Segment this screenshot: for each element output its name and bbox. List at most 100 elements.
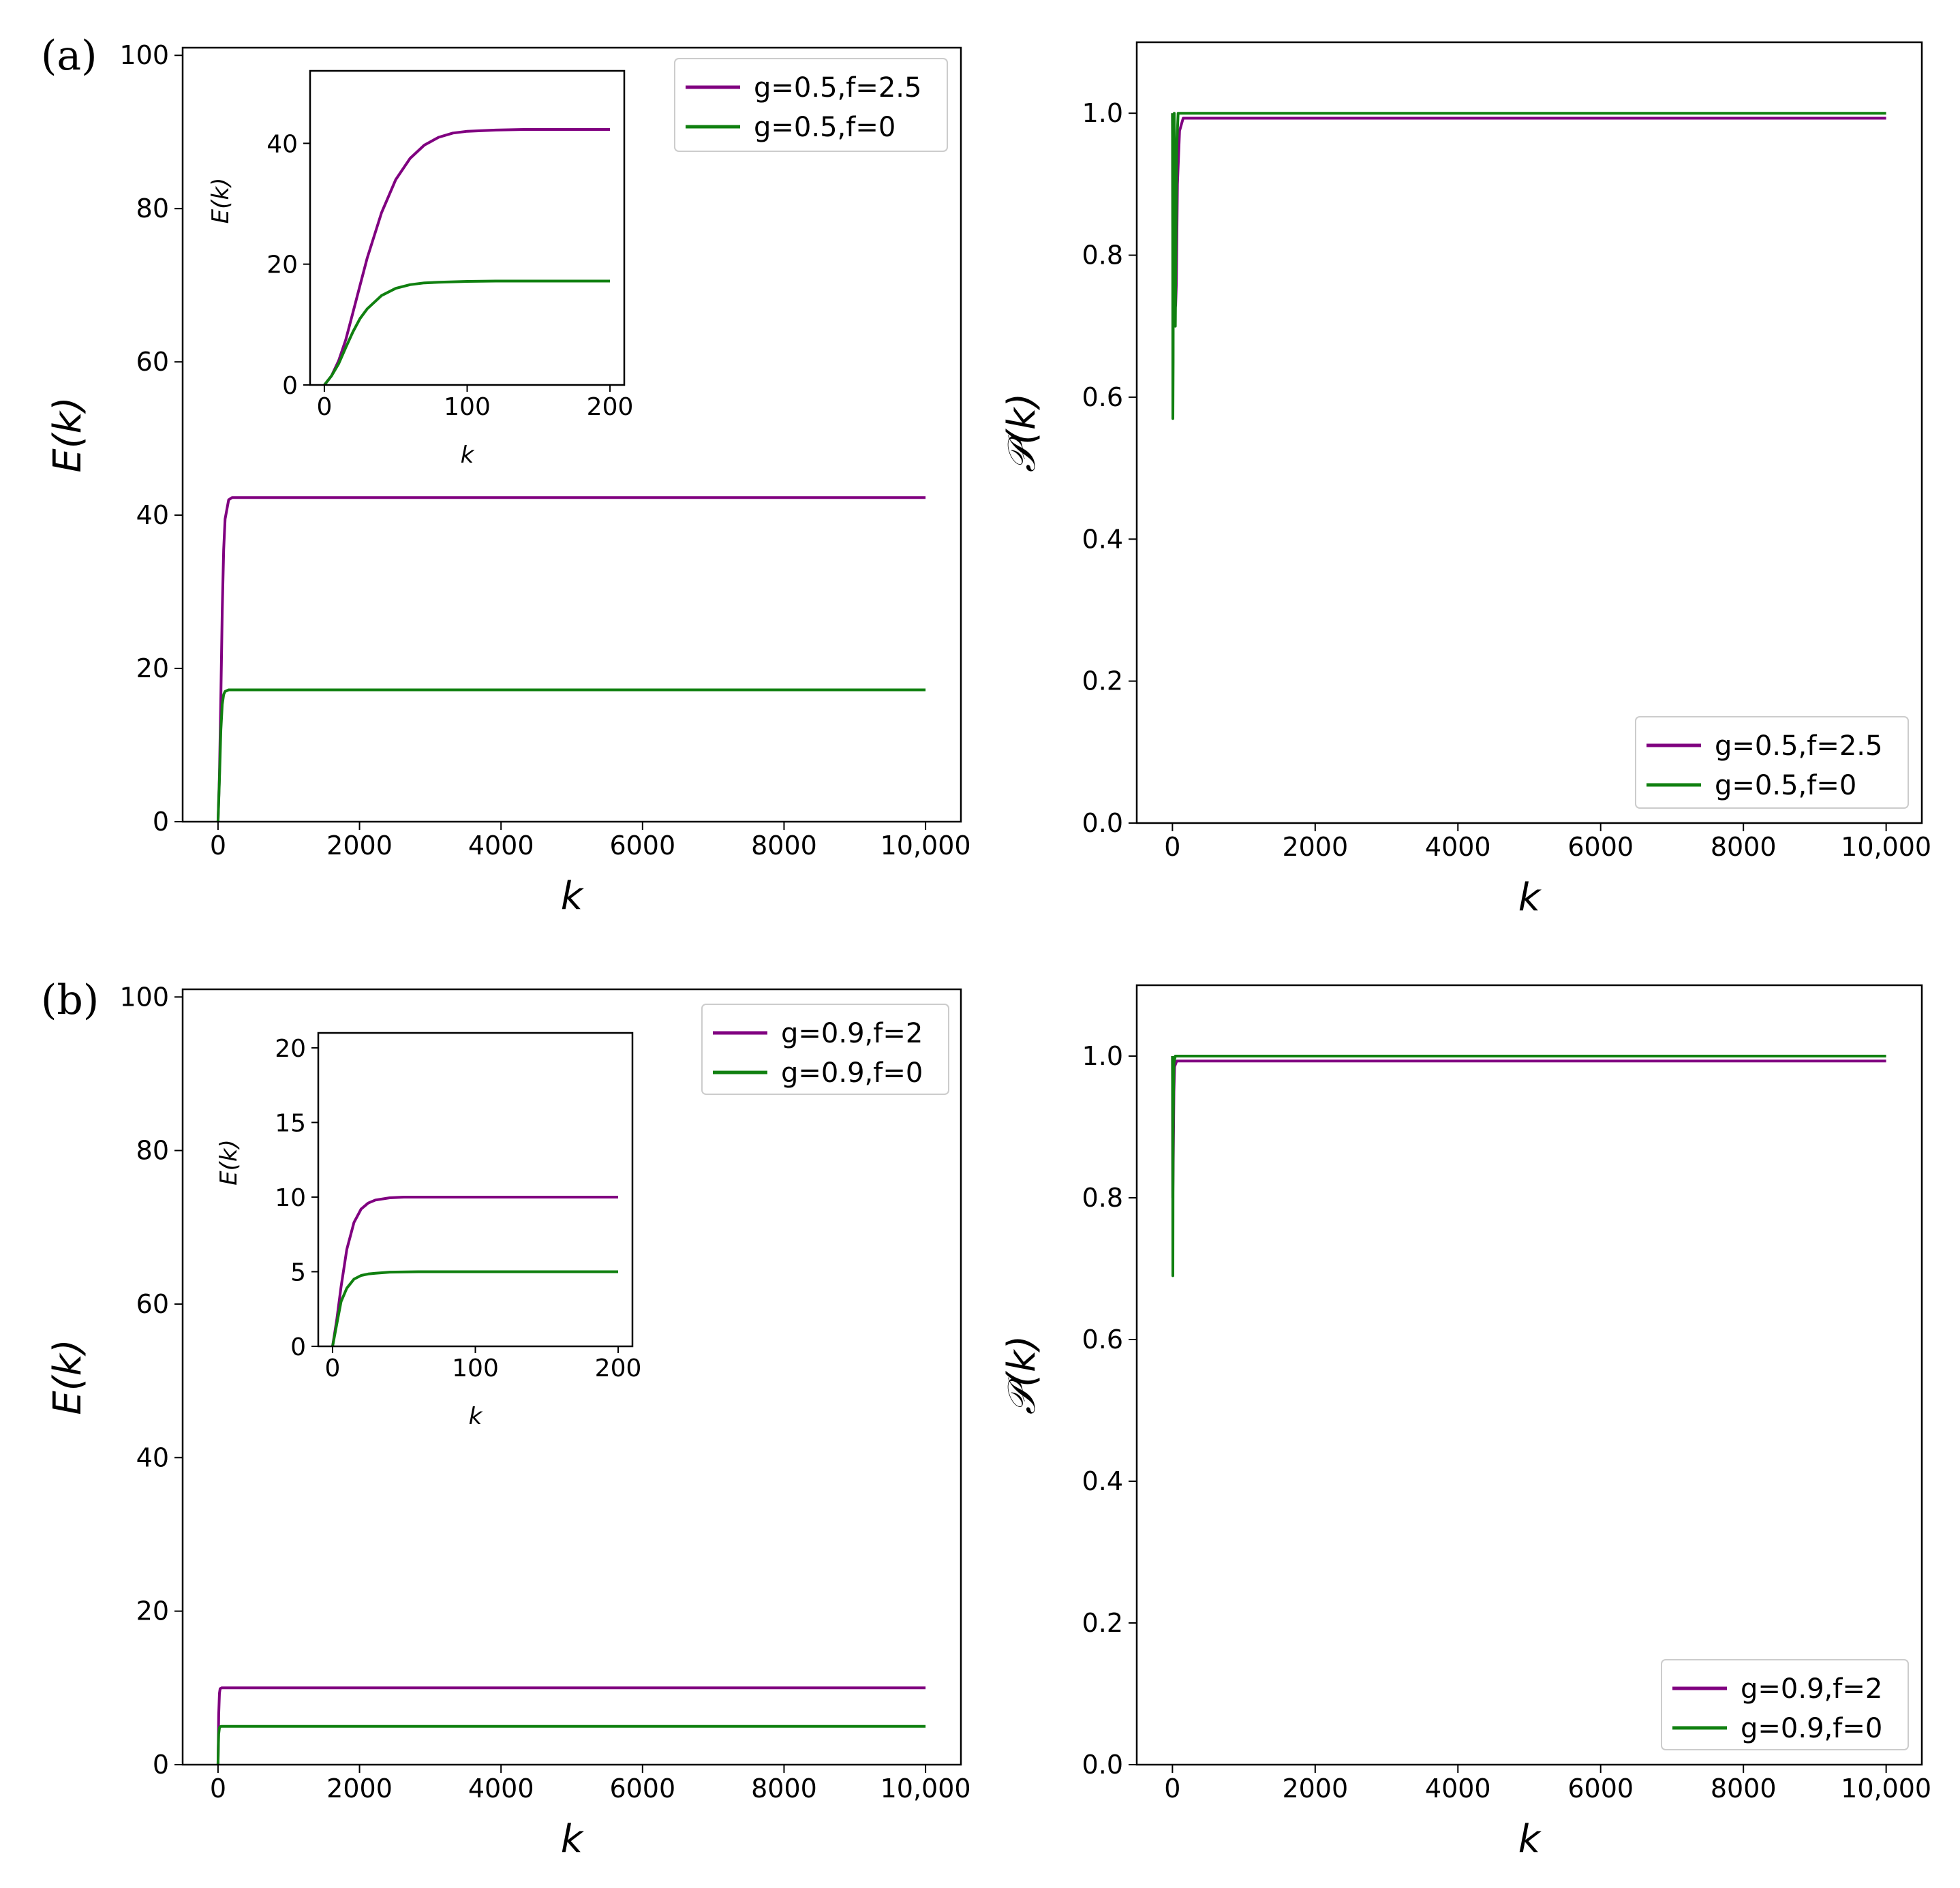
- b-energy-x-tick-label: 4000: [468, 1774, 534, 1804]
- a-purity-y-tick-label: 0.2: [1082, 666, 1123, 696]
- b-energy-x-tick-label: 2000: [326, 1774, 393, 1804]
- b-purity-x-tick-label: 6000: [1567, 1774, 1634, 1804]
- b-purity-x-tick-label: 10,000: [1841, 1774, 1931, 1804]
- a-purity-legend-entry-2: g=0.5,f=0: [1715, 770, 1856, 801]
- a-energy-legend-box: [674, 58, 948, 152]
- b-energy-x-tick-label: 10,000: [881, 1774, 971, 1804]
- a-purity-y-tick-label: 0.4: [1082, 524, 1123, 554]
- a-purity-x-tick-label: 2000: [1282, 832, 1348, 862]
- a-energy-x-tick-label: 10,000: [881, 831, 971, 861]
- b-energy-y-tick-label: 40: [136, 1442, 169, 1472]
- b-energy-y-tick-label: 0: [153, 1750, 169, 1780]
- b-purity-y-tick-label: 0.2: [1082, 1608, 1123, 1638]
- a-purity-y-tick-label: 1.0: [1082, 98, 1123, 128]
- b-purity-y-tick-label: 0.6: [1082, 1325, 1123, 1355]
- b-energy-inset-y-tick-label: 5: [290, 1258, 306, 1286]
- a-energy-inset-x-tick-label: 0: [317, 393, 333, 421]
- b-energy-x-tick-label: 6000: [609, 1774, 675, 1804]
- a-purity-axes-frame: [1135, 41, 1923, 824]
- a-energy-y-tick-label: 40: [136, 500, 169, 530]
- a-purity-legend-box: [1635, 716, 1909, 809]
- a-energy-inset-x-tick-label: 100: [444, 393, 491, 421]
- b-energy-inset-y-tick-label: 0: [290, 1333, 306, 1361]
- b-energy-inset-series-line-2: [331, 1270, 618, 1346]
- a-purity-x-tick-label: 0: [1164, 832, 1180, 862]
- b-purity-x-tick-label: 8000: [1711, 1774, 1777, 1804]
- a-energy-inset-x-tick-label: 200: [587, 393, 634, 421]
- b-purity-series-line-2: [1171, 1055, 1886, 1278]
- b-purity-x-tick-label: 0: [1164, 1774, 1180, 1804]
- b-energy-inset-series-line-1: [331, 1196, 618, 1346]
- a-energy-x-tick-label: 4000: [468, 831, 534, 861]
- a-energy-x-tick-label: 6000: [609, 831, 675, 861]
- b-purity-legend-entry-1: g=0.9,f=2: [1741, 1673, 1882, 1705]
- a-energy-inset-series-line-1: [323, 128, 610, 385]
- b-energy-inset-x-tick-label: 200: [595, 1355, 642, 1382]
- b-purity-y-axis-label: 𝒫(k): [1000, 1335, 1044, 1415]
- b-energy-inset-x-tick-label: 0: [325, 1355, 341, 1382]
- a-energy-x-axis-label: k: [561, 874, 585, 918]
- b-energy-y-tick-label: 60: [136, 1289, 169, 1319]
- a-energy-inset-y-tick-label: 40: [266, 130, 298, 158]
- b-energy-inset-y-tick-label: 15: [275, 1109, 306, 1137]
- panel-label-b: (b): [41, 976, 99, 1024]
- b-energy-y-tick-label: 100: [119, 982, 169, 1012]
- b-purity-x-tick-label: 2000: [1282, 1774, 1348, 1804]
- a-purity-x-tick-label: 10,000: [1841, 832, 1931, 862]
- a-purity-series-line-2: [1171, 112, 1886, 420]
- a-energy-y-axis-label: E(k): [46, 397, 90, 473]
- a-energy-inset-x-axis-label: k: [461, 442, 475, 469]
- a-purity-legend-entry-1: g=0.5,f=2.5: [1715, 730, 1882, 762]
- b-energy-x-tick-label: 0: [210, 1774, 226, 1804]
- a-energy-axes-frame: [181, 46, 962, 823]
- b-purity-axes-frame: [1135, 984, 1923, 1766]
- b-energy-y-axis-label: E(k): [46, 1339, 90, 1415]
- a-energy-x-tick-label: 0: [210, 831, 226, 861]
- b-energy-inset-y-tick-label: 10: [275, 1184, 306, 1212]
- a-energy-inset-series-line-2: [323, 279, 610, 385]
- a-purity-x-tick-label: 6000: [1567, 832, 1634, 862]
- charts-container: 0 2000 4000 6000 8000 10,000020406080100kE(k)…: [46, 40, 1931, 1861]
- b-energy-inset-y-tick-label: 20: [275, 1035, 306, 1063]
- b-purity-legend-entry-2: g=0.9,f=0: [1741, 1713, 1882, 1744]
- a-purity-y-tick-label: 0.0: [1082, 808, 1123, 838]
- a-energy-inset-y-tick-label: 20: [266, 251, 298, 279]
- b-energy-x-axis-label: k: [561, 1817, 585, 1861]
- b-energy-axes-frame: [181, 988, 962, 1766]
- b-purity-series-line-1: [1171, 1055, 1886, 1199]
- b-energy-y-tick-label: 80: [136, 1136, 169, 1166]
- a-energy-legend-entry-1: g=0.5,f=2.5: [754, 72, 921, 104]
- b-purity-x-axis-label: k: [1518, 1817, 1542, 1861]
- a-energy-y-tick-label: 80: [136, 194, 169, 223]
- a-purity-x-tick-label: 8000: [1711, 832, 1777, 862]
- a-purity-x-axis-label: k: [1518, 876, 1542, 920]
- b-energy-inset-background: [318, 1033, 632, 1346]
- a-energy-y-tick-label: 100: [119, 40, 169, 70]
- b-purity-y-tick-label: 0.8: [1082, 1183, 1123, 1213]
- a-purity-y-tick-label: 0.8: [1082, 241, 1123, 270]
- a-energy-x-tick-label: 2000: [326, 831, 393, 861]
- a-purity-x-tick-label: 4000: [1425, 832, 1491, 862]
- b-purity-y-tick-label: 1.0: [1082, 1041, 1123, 1071]
- a-purity-y-axis-label: 𝒫(k): [1000, 393, 1044, 473]
- a-energy-x-tick-label: 8000: [751, 831, 817, 861]
- b-energy-y-tick-label: 20: [136, 1596, 169, 1626]
- a-energy-y-tick-label: 0: [153, 807, 169, 837]
- b-energy-series-line-2: [216, 1724, 926, 1765]
- a-energy-series-line-2: [216, 688, 926, 822]
- panel-label-a: (a): [41, 32, 97, 80]
- a-energy-inset-y-axis-label: E(k): [207, 178, 234, 224]
- a-purity-series-line-1: [1171, 113, 1886, 328]
- b-energy-inset-y-axis-label: E(k): [215, 1139, 243, 1186]
- a-energy-legend-entry-2: g=0.5,f=0: [754, 112, 895, 143]
- b-energy-inset-x-tick-label: 100: [452, 1355, 499, 1382]
- b-energy-legend-entry-2: g=0.9,f=0: [781, 1057, 923, 1089]
- a-energy-y-tick-label: 60: [136, 347, 169, 377]
- a-purity-y-tick-label: 0.6: [1082, 382, 1123, 412]
- b-energy-x-tick-label: 8000: [751, 1774, 817, 1804]
- a-energy-y-tick-label: 20: [136, 653, 169, 683]
- a-energy-series-line-1: [216, 496, 926, 822]
- b-purity-x-tick-label: 4000: [1425, 1774, 1491, 1804]
- a-energy-inset-y-tick-label: 0: [282, 372, 298, 400]
